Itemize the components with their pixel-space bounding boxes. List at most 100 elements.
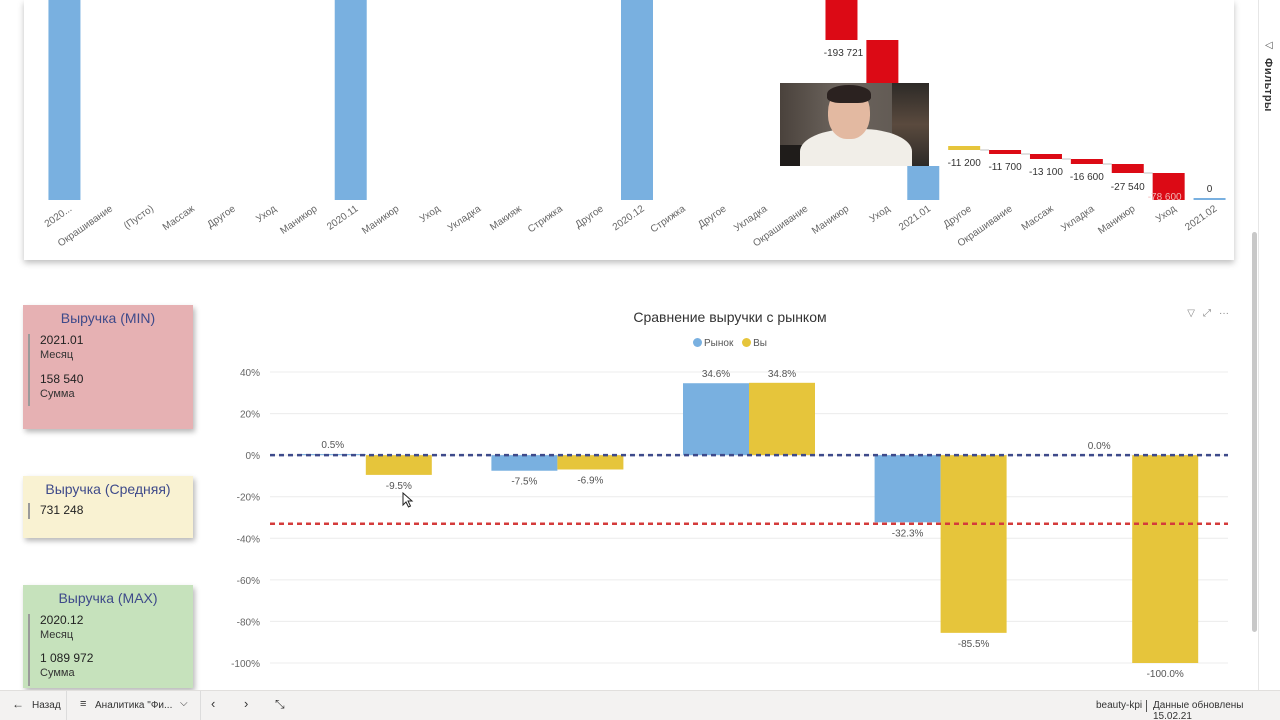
waterfall-category-label: Уход [868,203,892,225]
waterfall-data-label: -13 100 [1029,167,1063,178]
kpi-min-sum-value: 158 540 [40,372,84,386]
waterfall-category-label: Стрижка [526,203,565,235]
next-page-icon[interactable]: › [244,696,249,711]
y-tick-label: -100% [231,659,260,670]
kpi-min-sum-label: Сумма [40,388,75,400]
waterfall-total-bar[interactable] [907,166,940,200]
bar-data-label: -7.5% [511,477,537,488]
waterfall-category-label: 2020... [43,203,74,230]
waterfall-category-label: Другое [696,203,729,230]
kpi-avg-title: Выручка (Средняя) [45,481,171,497]
kpi-card-min[interactable]: Выручка (MIN) 2021.01 Месяц 158 540 Сумм… [23,305,193,429]
waterfall-decrease-bar[interactable] [1029,154,1062,159]
workspace-label: beauty-kpi [1096,700,1143,711]
waterfall-category-label: Уход [1154,203,1178,225]
bar-you[interactable] [749,382,815,456]
waterfall-category-label: Другое [205,203,238,230]
bar-market[interactable] [683,383,749,456]
waterfall-category-label: Укладка [732,203,770,234]
waterfall-decrease-bar[interactable] [1111,164,1144,173]
bar-market[interactable] [491,455,558,471]
waterfall-category-label: Другое [942,203,975,230]
waterfall-category-label: Маникюр [360,203,402,237]
legend-item-market[interactable]: Рынок [693,338,733,349]
status-bar: ← Назад ≡ Аналитика "Фи... ⌵ ‹ › ⤡ beaut… [0,690,1280,720]
waterfall-decrease-bar[interactable] [1070,159,1103,164]
waterfall-data-label: -11 200 [948,158,982,169]
waterfall-category-label: 2021.02 [1183,203,1219,233]
bar-you[interactable] [557,455,624,470]
bar-you[interactable] [1132,455,1199,663]
kpi-min-accent-bar [28,334,30,406]
waterfall-data-label: -193 721 [824,48,864,59]
waterfall-total-bar[interactable] [48,0,81,200]
waterfall-data-label: 0 [1207,184,1213,195]
kpi-max-accent-bar [28,614,30,686]
waterfall-category-label: Укладка [1059,203,1097,234]
waterfall-category-label: Стрижка [649,203,688,235]
waterfall-category-label: 2020.12 [611,203,647,233]
bar-data-label: 34.6% [702,369,730,380]
data-updated-label: Данные обновлены 15.02.21 [1153,700,1244,720]
waterfall-decrease-bar[interactable] [1152,173,1185,200]
kpi-min-title: Выручка (MIN) [60,310,156,326]
waterfall-category-label: Макияж [488,203,524,233]
chevron-down-icon[interactable]: ⌵ [180,698,188,709]
waterfall-decrease-bar[interactable] [989,150,1022,154]
pages-list-icon[interactable]: ≡ [80,698,87,710]
bar-data-label: 0.5% [321,440,344,451]
waterfall-category-label: Уход [254,203,278,225]
comparison-chart-card[interactable]: 40% 20% 0% -20% -40% -60% -80% -100% 0.5% -7.5% 34… [225,300,1235,690]
back-arrow-icon[interactable]: ← [12,697,24,711]
bar-market[interactable] [874,455,941,523]
waterfall-data-label: -11 700 [988,162,1022,173]
waterfall-category-label: Маникюр [1096,203,1138,237]
focus-mode-icon[interactable]: ⤢ [1203,308,1211,319]
bar-market[interactable] [299,454,366,456]
bar-data-label: -32.3% [892,528,924,539]
waterfall-total-bar[interactable] [1193,198,1226,200]
kpi-avg-accent-bar [28,503,30,519]
y-tick-label: -60% [237,576,260,587]
filters-pane-label[interactable]: Фильтры [1262,58,1274,112]
filter-pane-icon[interactable]: ◁ [1265,40,1273,51]
bar-data-label: 0.0% [1088,441,1111,452]
back-button[interactable]: Назад [32,700,61,711]
waterfall-category-label: 2020.11 [325,203,361,233]
mouse-cursor-icon [402,492,414,508]
kpi-max-sum-label: Сумма [40,667,75,679]
webcam-overlay [780,83,929,166]
y-tick-label: 40% [240,368,260,379]
kpi-card-max[interactable]: Выручка (MAX) 2020.12 Месяц 1 089 972 Су… [23,585,193,688]
kpi-max-month-label: Месяц [40,629,74,641]
waterfall-chart-card[interactable]: -193 721 -11 200 -11 700 -13 100 -16 600 -27 … [24,0,1234,260]
more-options-icon[interactable]: ··· [1219,308,1229,319]
y-tick-label: 0% [246,451,261,462]
legend-dot-you [742,338,752,347]
bar-data-label: -6.9% [577,475,603,486]
bar-you[interactable] [365,455,432,475]
comparison-chart: 40% 20% 0% -20% -40% -60% -80% -100% 0.5% -7.5% 34… [231,368,1228,680]
waterfall-total-bar[interactable] [334,0,367,200]
filter-icon[interactable]: ▽ [1187,308,1195,319]
waterfall-increase-bar[interactable] [948,146,981,150]
y-tick-label: -20% [237,493,260,504]
filters-pane[interactable]: ◁ Фильтры [1258,0,1280,690]
page-selector[interactable]: Аналитика "Фи... [95,700,173,711]
kpi-card-average[interactable]: Выручка (Средняя) 731 248 [23,476,193,538]
page-scrollbar-thumb[interactable] [1252,232,1257,632]
waterfall-decrease-bar[interactable] [825,0,858,40]
waterfall-category-label: Маникюр [810,203,852,237]
legend-label-you: Вы [753,338,767,349]
status-divider [1146,700,1147,712]
status-divider [200,691,201,720]
bar-data-label: -85.5% [958,639,990,650]
waterfall-total-bar[interactable] [621,0,653,200]
legend-label-market: Рынок [704,338,734,349]
bar-you[interactable] [940,455,1007,633]
legend-item-you[interactable]: Вы [742,338,767,349]
fit-to-page-icon[interactable]: ⤡ [275,697,285,711]
previous-page-icon[interactable]: ‹ [211,696,216,711]
waterfall-category-label: Массаж [1020,203,1056,233]
